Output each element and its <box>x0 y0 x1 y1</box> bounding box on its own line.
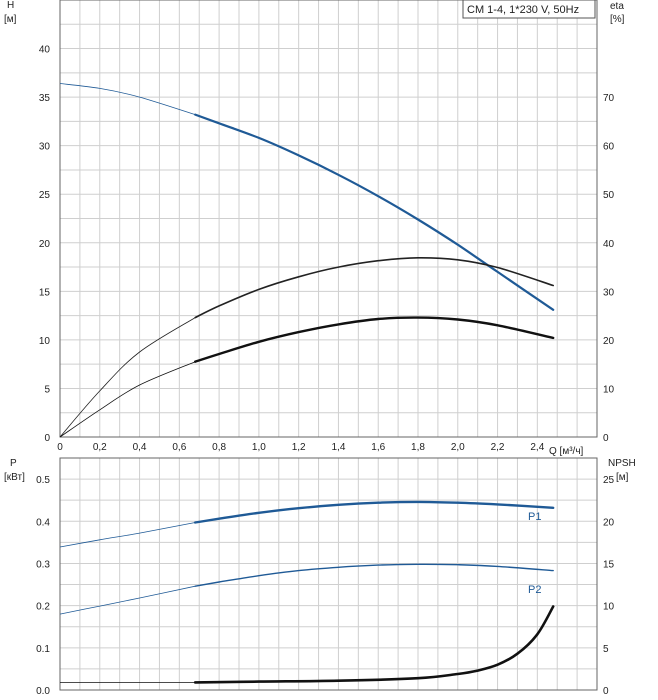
p1-curve-label: P1 <box>528 511 541 523</box>
flow-tick-label: 0,4 <box>133 442 147 453</box>
head-axis-unit: [м] <box>4 14 17 25</box>
head-tick-label: 5 <box>44 384 50 395</box>
flow-tick-label: 0,2 <box>93 442 107 453</box>
flow-tick-label: 1,6 <box>371 442 385 453</box>
power-chart-grid <box>59 457 598 691</box>
p2-power-curve <box>194 563 554 587</box>
head-chart-grid <box>59 0 598 438</box>
flow-tick-label: 1,8 <box>411 442 425 453</box>
npsh-tick-label: 0 <box>603 686 609 697</box>
power-tick-label: 0.1 <box>36 644 50 655</box>
p1-power-curve <box>194 500 555 524</box>
head-tick-label: 25 <box>39 190 51 201</box>
npsh-tick-label: 15 <box>603 559 615 570</box>
efficiency-tick-label: 20 <box>603 336 615 347</box>
flow-tick-label: 1,2 <box>292 442 306 453</box>
efficiency-tick-label: 30 <box>603 287 615 298</box>
npsh-curve <box>193 605 555 684</box>
head-tick-label: 30 <box>39 142 51 153</box>
power-axis-label: P <box>10 458 17 469</box>
npsh-axis-label: NPSH <box>608 458 636 469</box>
npsh-tick-label: 10 <box>603 602 615 613</box>
npsh-tick-label: 5 <box>603 644 609 655</box>
legend-text: CM 1-4, 1*230 V, 50Hz <box>467 4 579 16</box>
head-curve-extrapolated <box>59 83 196 115</box>
head-tick-label: 35 <box>39 93 51 104</box>
efficiency-axis-unit: [%] <box>610 14 625 25</box>
flow-tick-label: 0,6 <box>172 442 186 453</box>
efficiency-tick-label: 10 <box>603 384 615 395</box>
flow-tick-label: 2,4 <box>530 442 544 453</box>
power-tick-label: 0.3 <box>36 559 50 570</box>
flow-tick-label: 1,0 <box>252 442 266 453</box>
chart-ticks: 0 0,2 0,4 0,6 0,8 1,0 1,2 1,4 1,6 1,8 2,0 2,2 2,4 0 5 1… <box>36 45 614 697</box>
efficiency-curve-upper <box>194 256 554 319</box>
efficiency-axis-label: eta <box>610 1 624 12</box>
power-plot-frame <box>59 457 598 691</box>
power-tick-label: 0.0 <box>36 686 50 697</box>
power-tick-label: 0.4 <box>36 517 50 528</box>
p2-curve-label: P2 <box>528 584 541 596</box>
head-tick-label: 10 <box>39 336 51 347</box>
flow-tick-label: 2,2 <box>491 442 505 453</box>
power-axis-unit: [кВт] <box>4 472 25 483</box>
efficiency-tick-label: 0 <box>603 433 609 444</box>
efficiency-curve-upper-extrapolated <box>59 317 196 438</box>
head-curve <box>194 113 555 311</box>
flow-tick-label: 0 <box>57 442 63 453</box>
head-tick-label: 40 <box>39 45 51 56</box>
efficiency-tick-label: 40 <box>603 239 615 250</box>
head-plot-frame <box>59 0 598 438</box>
legend-box <box>462 0 596 19</box>
power-tick-label: 0.5 <box>36 475 50 486</box>
p1-power-curve-extrapolated <box>59 522 196 548</box>
npsh-tick-label: 25 <box>603 475 615 486</box>
power-tick-label: 0.2 <box>36 602 50 613</box>
npsh-axis-unit: [м] <box>616 472 629 483</box>
head-axis-label: H <box>7 0 14 11</box>
efficiency-tick-label: 60 <box>603 142 615 153</box>
head-tick-label: 15 <box>39 287 51 298</box>
flow-axis-label: Q [м³/ч] <box>549 446 584 457</box>
efficiency-tick-label: 70 <box>603 93 615 104</box>
flow-tick-label: 2,0 <box>451 442 465 453</box>
flow-tick-label: 1,4 <box>331 442 345 453</box>
npsh-tick-label: 20 <box>603 517 615 528</box>
efficiency-curve-lower <box>194 316 555 363</box>
efficiency-tick-label: 50 <box>603 190 615 201</box>
chart-curves <box>59 83 555 684</box>
head-tick-label: 0 <box>44 433 50 444</box>
p2-power-curve-extrapolated <box>59 585 196 615</box>
head-tick-label: 20 <box>39 239 51 250</box>
flow-tick-label: 0,8 <box>212 442 226 453</box>
efficiency-curve-lower-extrapolated <box>59 361 196 438</box>
